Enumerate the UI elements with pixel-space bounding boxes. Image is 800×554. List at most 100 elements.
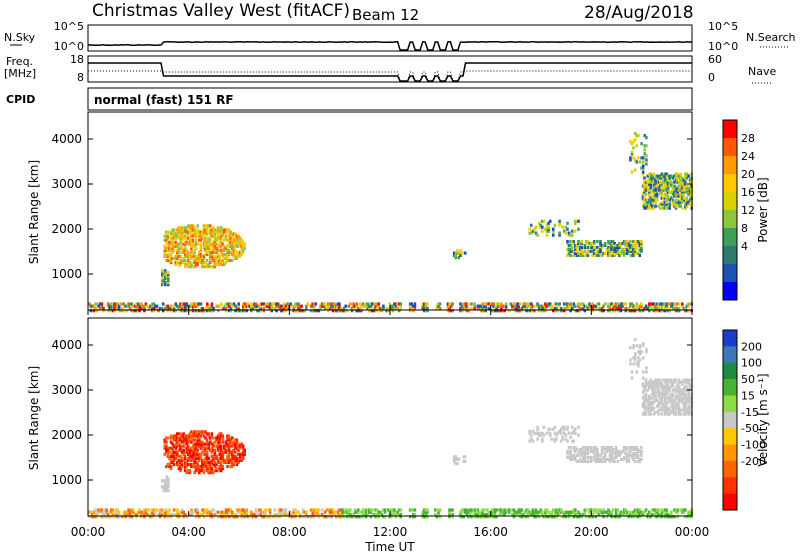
heatmap-cell bbox=[670, 378, 673, 382]
heatmap-cell bbox=[171, 454, 174, 458]
heatmap-cell bbox=[627, 249, 631, 253]
heatmap-cell bbox=[659, 192, 662, 196]
heatmap-cell bbox=[677, 200, 681, 204]
heatmap-cell bbox=[641, 376, 645, 380]
heatmap-cell bbox=[600, 451, 604, 456]
heatmap-cell bbox=[390, 510, 393, 514]
heatmap-cell bbox=[481, 515, 484, 519]
heatmap-cell bbox=[657, 306, 660, 311]
heatmap-cell bbox=[567, 431, 571, 435]
heatmap-cell bbox=[610, 455, 613, 459]
heatmap-cell bbox=[254, 510, 258, 514]
heatmap-cell bbox=[473, 515, 476, 519]
heatmap-cell bbox=[542, 433, 546, 437]
heatmap-cell bbox=[100, 306, 104, 311]
heatmap-cell bbox=[637, 350, 640, 354]
heatmap-cell bbox=[284, 304, 288, 308]
heatmap-cell bbox=[676, 309, 679, 313]
heatmap-cell bbox=[199, 430, 203, 434]
heatmap-cell bbox=[660, 384, 664, 388]
heatmap-cell bbox=[195, 304, 198, 308]
heatmap-cell bbox=[632, 515, 635, 519]
colorbar-tick-label: 20 bbox=[741, 168, 755, 181]
heatmap-cell bbox=[679, 182, 682, 186]
heatmap-cell bbox=[169, 454, 173, 458]
heatmap-cell bbox=[372, 512, 376, 517]
heatmap-cell bbox=[523, 304, 527, 308]
heatmap-cell bbox=[544, 508, 547, 512]
heatmap-cell bbox=[640, 457, 643, 461]
heatmap-cell bbox=[207, 244, 210, 248]
heatmap-cell bbox=[677, 202, 681, 206]
heatmap-cell bbox=[226, 510, 229, 514]
heatmap-cell bbox=[226, 248, 229, 252]
heatmap-cell bbox=[237, 238, 240, 242]
heatmap-cell bbox=[218, 228, 221, 232]
heatmap-cell bbox=[368, 304, 371, 308]
heatmap-cell bbox=[544, 306, 547, 311]
heatmap-cell bbox=[127, 510, 130, 514]
heatmap-cell bbox=[570, 229, 574, 233]
heatmap-cell bbox=[193, 254, 196, 258]
heatmap-cell bbox=[596, 453, 599, 457]
heatmap-cell bbox=[399, 508, 402, 512]
heatmap-cell bbox=[218, 263, 221, 267]
heatmap-cell bbox=[202, 460, 206, 464]
cpid-frame bbox=[87, 87, 693, 111]
heatmap-cell bbox=[250, 306, 253, 311]
heatmap-cell bbox=[655, 196, 659, 200]
heatmap-cell bbox=[176, 512, 179, 517]
heatmap-cell bbox=[645, 370, 648, 374]
heatmap-cell bbox=[205, 432, 209, 436]
heatmap-cell bbox=[674, 390, 678, 394]
heatmap-cell bbox=[652, 172, 656, 176]
heatmap-cell bbox=[182, 438, 185, 442]
heatmap-cell bbox=[190, 436, 193, 440]
heatmap-cell bbox=[185, 438, 188, 442]
heatmap-cell bbox=[519, 508, 522, 512]
heatmap-cell bbox=[537, 515, 541, 519]
beam-label: Beam 12 bbox=[352, 6, 419, 24]
heatmap-cell bbox=[668, 398, 671, 402]
heatmap-cell bbox=[531, 229, 535, 233]
heatmap-cell bbox=[635, 453, 638, 457]
heatmap-cell bbox=[102, 512, 105, 517]
heatmap-cell bbox=[525, 508, 528, 512]
heatmap-cell bbox=[663, 186, 667, 190]
heatmap-cell bbox=[183, 252, 187, 256]
heatmap-cell bbox=[470, 510, 473, 514]
x-tick-label: 20:00 bbox=[574, 525, 609, 539]
heatmap-cell bbox=[212, 256, 215, 261]
heatmap-cell bbox=[613, 309, 616, 313]
x-tick-label: 04:00 bbox=[171, 525, 206, 539]
heatmap-cell bbox=[599, 241, 602, 246]
heatmap-cell bbox=[357, 510, 360, 514]
heatmap-cell bbox=[199, 309, 203, 313]
heatmap-cell bbox=[166, 258, 170, 263]
heatmap-cell bbox=[216, 228, 220, 232]
heatmap-cell bbox=[449, 508, 453, 512]
heatmap-cell bbox=[618, 309, 621, 313]
heatmap-cell bbox=[177, 250, 181, 254]
heatmap-cell bbox=[208, 466, 212, 471]
heatmap-cell bbox=[495, 508, 498, 512]
heatmap-cell bbox=[157, 512, 160, 517]
heatmap-cell bbox=[655, 390, 659, 394]
heatmap-cell bbox=[666, 194, 670, 198]
heatmap-cell bbox=[643, 184, 646, 188]
heatmap-cell bbox=[525, 515, 528, 519]
heatmap-cell bbox=[100, 304, 104, 308]
heatmap-cell bbox=[311, 309, 314, 313]
heatmap-cell bbox=[605, 247, 609, 251]
velocity-ylabel: Slant Range [km] bbox=[27, 366, 41, 470]
heatmap-cell bbox=[575, 512, 579, 517]
heatmap-cell bbox=[530, 437, 533, 441]
heatmap-cell bbox=[198, 471, 201, 475]
heatmap-cell bbox=[190, 224, 193, 228]
heatmap-cell bbox=[325, 508, 329, 512]
heatmap-cell bbox=[600, 447, 604, 452]
heatmap-cell bbox=[585, 251, 588, 255]
heatmap-cell bbox=[251, 515, 255, 519]
heatmap-cell bbox=[92, 309, 96, 313]
heatmap-cell bbox=[630, 170, 634, 174]
